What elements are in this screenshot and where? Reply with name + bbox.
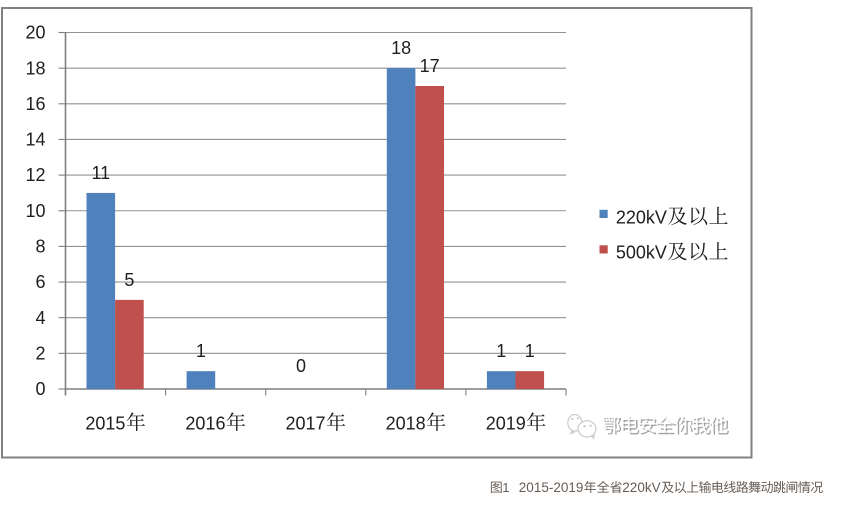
svg-text:500kV: 500kV (616, 243, 667, 263)
svg-text:220kV: 220kV (622, 480, 660, 495)
svg-text:2015-2019: 2015-2019 (519, 480, 584, 495)
svg-text:18: 18 (391, 38, 411, 58)
svg-text:18: 18 (25, 58, 45, 78)
svg-text:2019: 2019 (486, 414, 526, 434)
svg-text:0: 0 (296, 356, 306, 376)
svg-text:16: 16 (25, 94, 45, 114)
svg-text:17: 17 (420, 56, 440, 76)
svg-text:1: 1 (525, 341, 535, 361)
svg-text:11: 11 (91, 163, 110, 183)
svg-text:5: 5 (124, 270, 134, 290)
svg-text:1: 1 (196, 341, 206, 361)
svg-text:8: 8 (35, 237, 45, 257)
svg-text:220kV: 220kV (616, 207, 667, 227)
svg-text:2016: 2016 (185, 414, 225, 434)
svg-text:2015: 2015 (85, 414, 125, 434)
svg-text:2: 2 (35, 343, 45, 363)
svg-text:2017: 2017 (286, 414, 326, 434)
svg-text:1: 1 (502, 480, 509, 495)
svg-text:20: 20 (25, 23, 45, 43)
svg-text:2018: 2018 (386, 414, 426, 434)
svg-text:1: 1 (496, 341, 506, 361)
svg-text:14: 14 (25, 130, 45, 150)
svg-text:12: 12 (25, 165, 45, 185)
svg-text:0: 0 (35, 379, 45, 399)
svg-text:10: 10 (25, 201, 45, 221)
svg-text:4: 4 (35, 308, 45, 328)
svg-text:6: 6 (35, 272, 45, 292)
